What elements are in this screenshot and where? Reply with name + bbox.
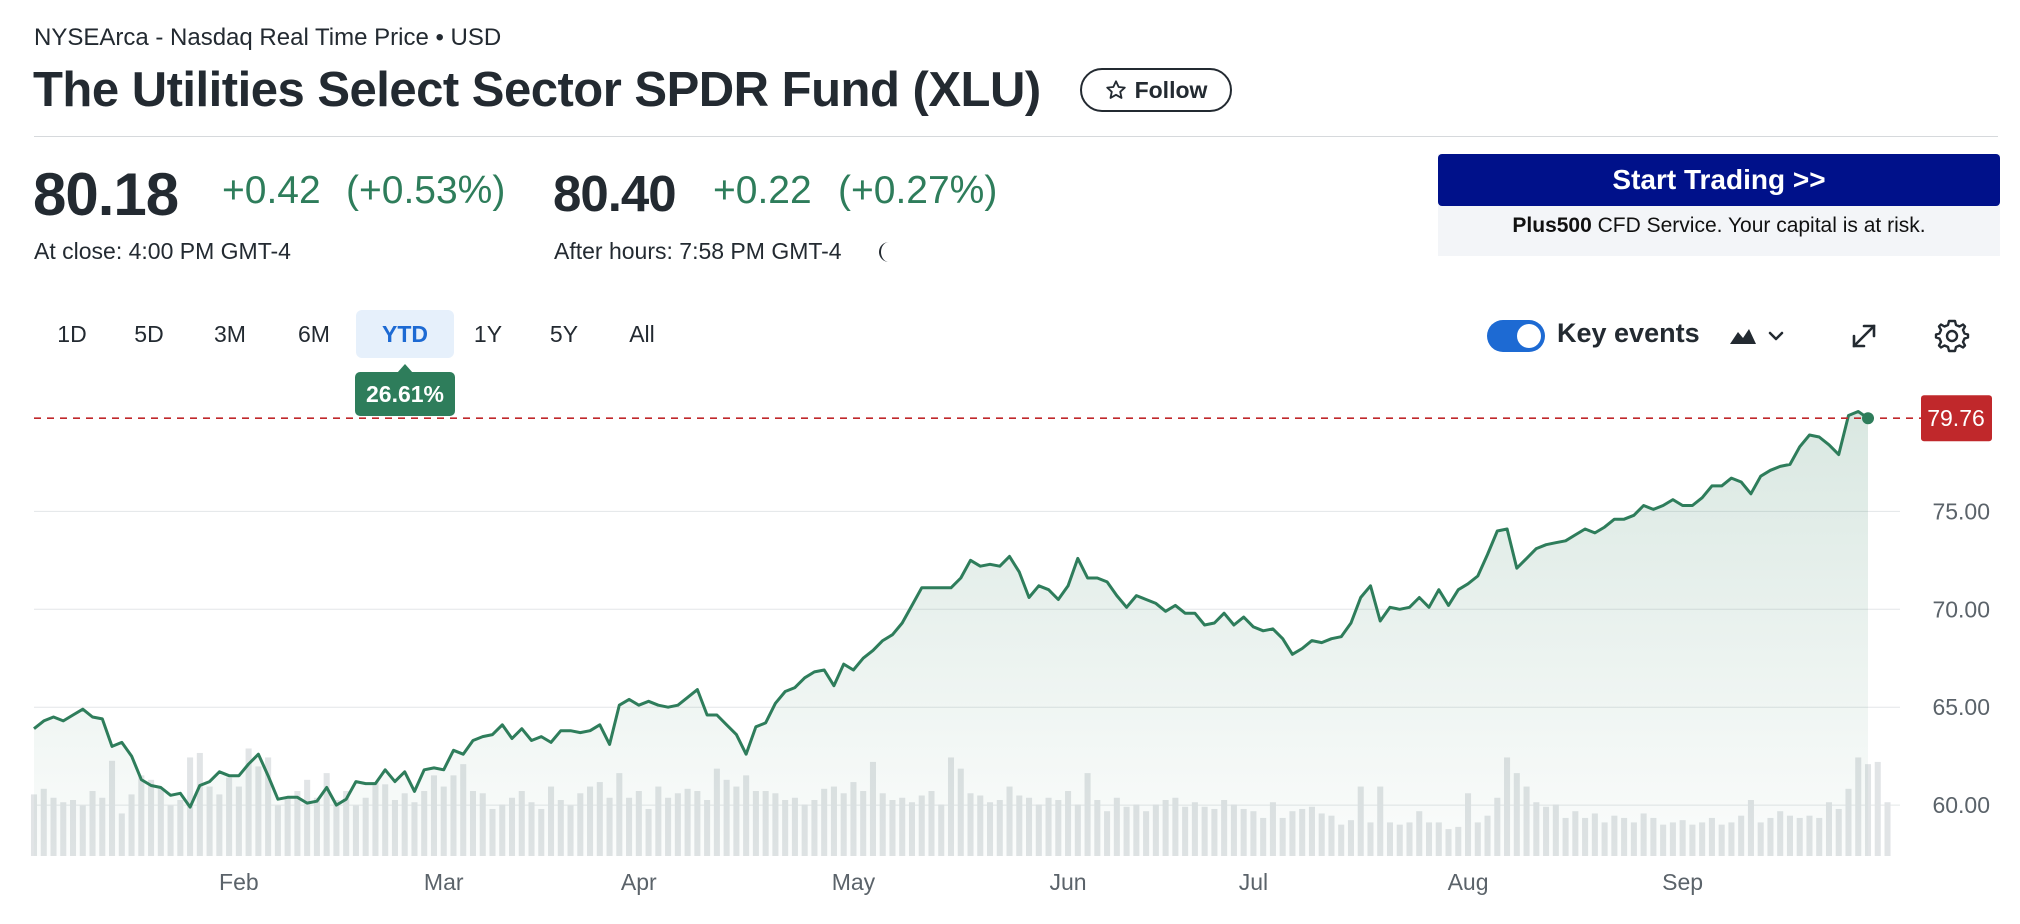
x-tick-label: Aug xyxy=(1448,869,1489,895)
after-hours-time-label: After hours: 7:58 PM GMT-4 xyxy=(554,238,842,264)
key-events-toggle[interactable] xyxy=(1487,320,1545,352)
volume-bar xyxy=(1874,761,1881,856)
price-line xyxy=(33,410,1869,809)
toggle-knob xyxy=(1517,324,1541,348)
range-5d-button[interactable]: 5D xyxy=(134,320,164,347)
expand-button[interactable] xyxy=(1846,318,1882,354)
x-axis-labels: Feb Mar Apr May Jun Jul Aug Sep xyxy=(219,869,1703,895)
x-tick-label: Sep xyxy=(1662,869,1703,895)
moon-icon xyxy=(879,242,889,262)
last-price-point xyxy=(1862,412,1874,425)
advertisement: Start Trading >> Plus500 CFD Service. Yo… xyxy=(1438,154,2000,256)
range-all-button[interactable]: All xyxy=(629,320,655,347)
x-tick-label: Feb xyxy=(219,869,259,895)
range-1y-button[interactable]: 1Y xyxy=(473,320,503,347)
star-icon xyxy=(1105,80,1126,99)
follow-button[interactable]: Follow xyxy=(1080,68,1232,112)
settings-button[interactable] xyxy=(1934,318,1970,354)
follow-label: Follow xyxy=(1134,76,1208,103)
close-change: +0.42 xyxy=(222,169,321,212)
x-tick-label: Jul xyxy=(1239,869,1268,895)
mountain-chart-icon xyxy=(1730,329,1756,344)
close-change-percent: (+0.53%) xyxy=(346,169,506,212)
y-tick-label: 65.00 xyxy=(1932,694,1990,720)
range-ytd-button[interactable]: YTD xyxy=(356,310,454,358)
chevron-down-icon xyxy=(1768,331,1784,341)
reference-price-label: 79.76 xyxy=(1927,405,1985,431)
range-6m-button[interactable]: 6M xyxy=(298,320,330,347)
gear-icon xyxy=(1934,319,1970,353)
range-1d-button[interactable]: 1D xyxy=(57,320,87,347)
ad-text: CFD Service. Your capital is at risk. xyxy=(1591,214,1926,237)
exchange-info: NYSEArca - Nasdaq Real Time Price • USD xyxy=(34,24,502,51)
close-time-label: At close: 4:00 PM GMT-4 xyxy=(34,238,291,264)
after-hours-change: +0.22 xyxy=(713,169,812,212)
ad-brand: Plus500 xyxy=(1512,214,1592,237)
price-chart[interactable]: 60.00 65.00 70.00 75.00 Feb Mar Apr May Jun Jul A… xyxy=(0,390,2020,924)
x-tick-label: Apr xyxy=(621,869,657,895)
page-title: The Utilities Select Sector SPDR Fund (X… xyxy=(33,63,1041,117)
reference-price-badge xyxy=(1921,395,1992,442)
volume-bar xyxy=(1884,802,1891,856)
price-area xyxy=(34,411,1868,856)
start-trading-button[interactable]: Start Trading >> xyxy=(1438,154,2000,206)
x-tick-label: Jun xyxy=(1050,869,1087,895)
y-axis-labels: 60.00 65.00 70.00 75.00 xyxy=(1932,498,1990,818)
x-tick-label: May xyxy=(832,869,876,895)
header-divider xyxy=(34,136,1998,137)
expand-icon xyxy=(1852,324,1876,348)
x-tick-label: Mar xyxy=(424,869,464,895)
chart-type-button[interactable] xyxy=(1728,318,1794,354)
after-hours-price: 80.40 xyxy=(553,165,677,222)
ytd-change-badge: 26.61% xyxy=(355,372,455,416)
key-events-label: Key events xyxy=(1557,318,1700,348)
y-tick-label: 60.00 xyxy=(1932,792,1990,818)
after-hours-change-percent: (+0.27%) xyxy=(838,169,998,212)
y-tick-label: 75.00 xyxy=(1932,498,1990,524)
y-tick-label: 70.00 xyxy=(1932,596,1990,622)
ytd-badge-pointer xyxy=(397,364,413,373)
range-5y-button[interactable]: 5Y xyxy=(549,320,579,347)
close-price: 80.18 xyxy=(33,161,179,228)
ad-disclaimer: Plus500 CFD Service. Your capital is at … xyxy=(1438,214,2000,238)
range-3m-button[interactable]: 3M xyxy=(214,320,246,347)
